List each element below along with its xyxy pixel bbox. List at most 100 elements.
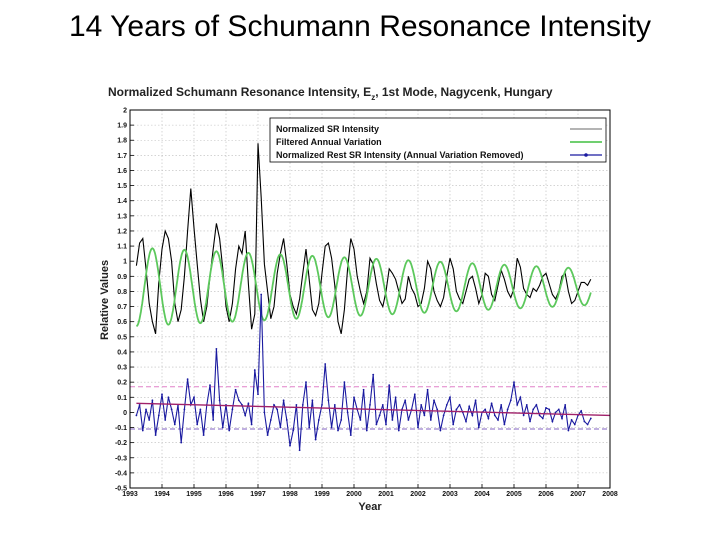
rest-series-point [551,420,554,423]
rest-series-point [516,403,519,406]
rest-series-point [394,396,397,399]
rest-series-point [141,429,144,432]
y-tick-label: 1.3 [117,213,127,220]
chart-svg: Normalized Schumann Resonance Intensity,… [92,78,638,514]
rest-series-point [193,396,195,399]
rest-series-point [436,408,439,411]
rest-series-point [388,384,391,387]
rest-series-point [305,381,307,384]
rest-series-point [308,426,311,429]
y-tick-label: 0.8 [117,289,127,296]
rest-series-point [362,388,365,391]
rest-series-point [343,381,346,384]
rest-series-point [212,419,215,421]
y-tick-label: -0.3 [115,455,127,462]
rest-series-point [250,423,253,426]
rest-series-point [442,414,445,417]
rest-series-point [273,403,275,406]
rest-series-point [276,408,279,411]
annual-variation-line [135,247,592,328]
rest-series-point [202,434,205,436]
rest-series-point [321,403,323,406]
rest-series-point [458,403,461,406]
rest-series-point [247,402,250,405]
rest-series-point [452,423,455,426]
rest-series-point [359,419,362,421]
y-tick-label: 1.1 [117,244,127,251]
rest-series-point [183,408,186,411]
rest-series-point [445,403,448,406]
y-tick-label: -0.4 [115,470,127,477]
rest-series-point [154,434,157,436]
rest-series-point [231,408,234,411]
rest-series-point [468,405,471,408]
rest-series-point [420,403,423,406]
rest-series-point [135,414,138,417]
rest-series-point [215,347,218,350]
rest-series-point [381,403,384,406]
y-tick-label: 1.2 [117,228,127,235]
rest-series-point [298,449,301,452]
rest-series-point [417,426,419,429]
rest-series-point [311,399,314,402]
x-tick-label: 2001 [378,491,394,498]
rest-series-point [385,423,387,426]
rest-series-point [266,434,269,436]
y-axis-label: Relative Values [99,260,111,340]
rest-series-point [279,426,282,429]
rest-series-point [503,423,506,426]
y-tick-label: 0.5 [117,334,127,341]
x-tick-label: 2006 [538,491,554,498]
rest-series-point [282,399,285,402]
rest-series-point [253,369,256,371]
x-tick-label: 1996 [218,491,234,498]
rest-series-point [545,406,547,409]
rest-series-point [157,414,160,417]
y-tick-label: -0.5 [115,486,127,493]
legend-label-intensity: Normalized SR Intensity [276,124,379,134]
rest-series-point [455,408,458,411]
intensity-series-line [135,143,592,334]
rest-series-point [407,419,410,421]
rest-series-point [532,408,535,411]
x-tick-label: 1997 [250,491,266,498]
rest-series-point [426,388,429,391]
rest-series-point [263,411,266,414]
rest-series-point [529,420,531,423]
rest-series-point [554,411,557,414]
x-tick-label: 2008 [602,491,618,498]
rest-series-point [292,429,295,432]
rest-series-point [337,429,339,432]
rest-series-point [228,429,231,432]
y-tick-label: 0.7 [117,304,127,311]
rest-series-point [148,419,151,421]
rest-series-point [346,411,349,414]
rest-series-point [327,399,330,402]
y-tick-label: 1.7 [117,153,127,160]
rest-series-point [285,419,288,421]
rest-series-point [257,393,259,396]
y-tick-label: 1.6 [117,168,127,175]
rest-series-point [487,417,490,420]
rest-series-point [548,408,551,411]
x-tick-label: 1994 [154,491,170,498]
rest-series-point [506,408,509,411]
y-tick-label: 1 [123,259,127,266]
rest-series-point [330,426,333,429]
chart-container: Normalized Schumann Resonance Intensity,… [92,78,638,514]
rest-series-point [269,419,272,421]
rest-series-point [561,417,563,420]
legend-label-rest: Normalized Rest SR Intensity (Annual Var… [276,150,524,160]
plot-frame [129,109,611,489]
axes-layer: 1993 1994 1995 1996 1997 1998 1999 2000 2001 2002… [115,108,618,499]
x-tick-label: 2003 [442,491,458,498]
rest-series-point [301,403,304,406]
y-tick-label: 0.1 [117,395,127,402]
y-tick-label: 0.3 [117,365,127,372]
rest-series-point [525,403,528,406]
rest-series-point [583,420,586,423]
rest-series-point [260,293,263,296]
rest-series-point [391,419,394,421]
x-tick-label: 1999 [314,491,330,498]
rest-series-point [349,434,352,436]
